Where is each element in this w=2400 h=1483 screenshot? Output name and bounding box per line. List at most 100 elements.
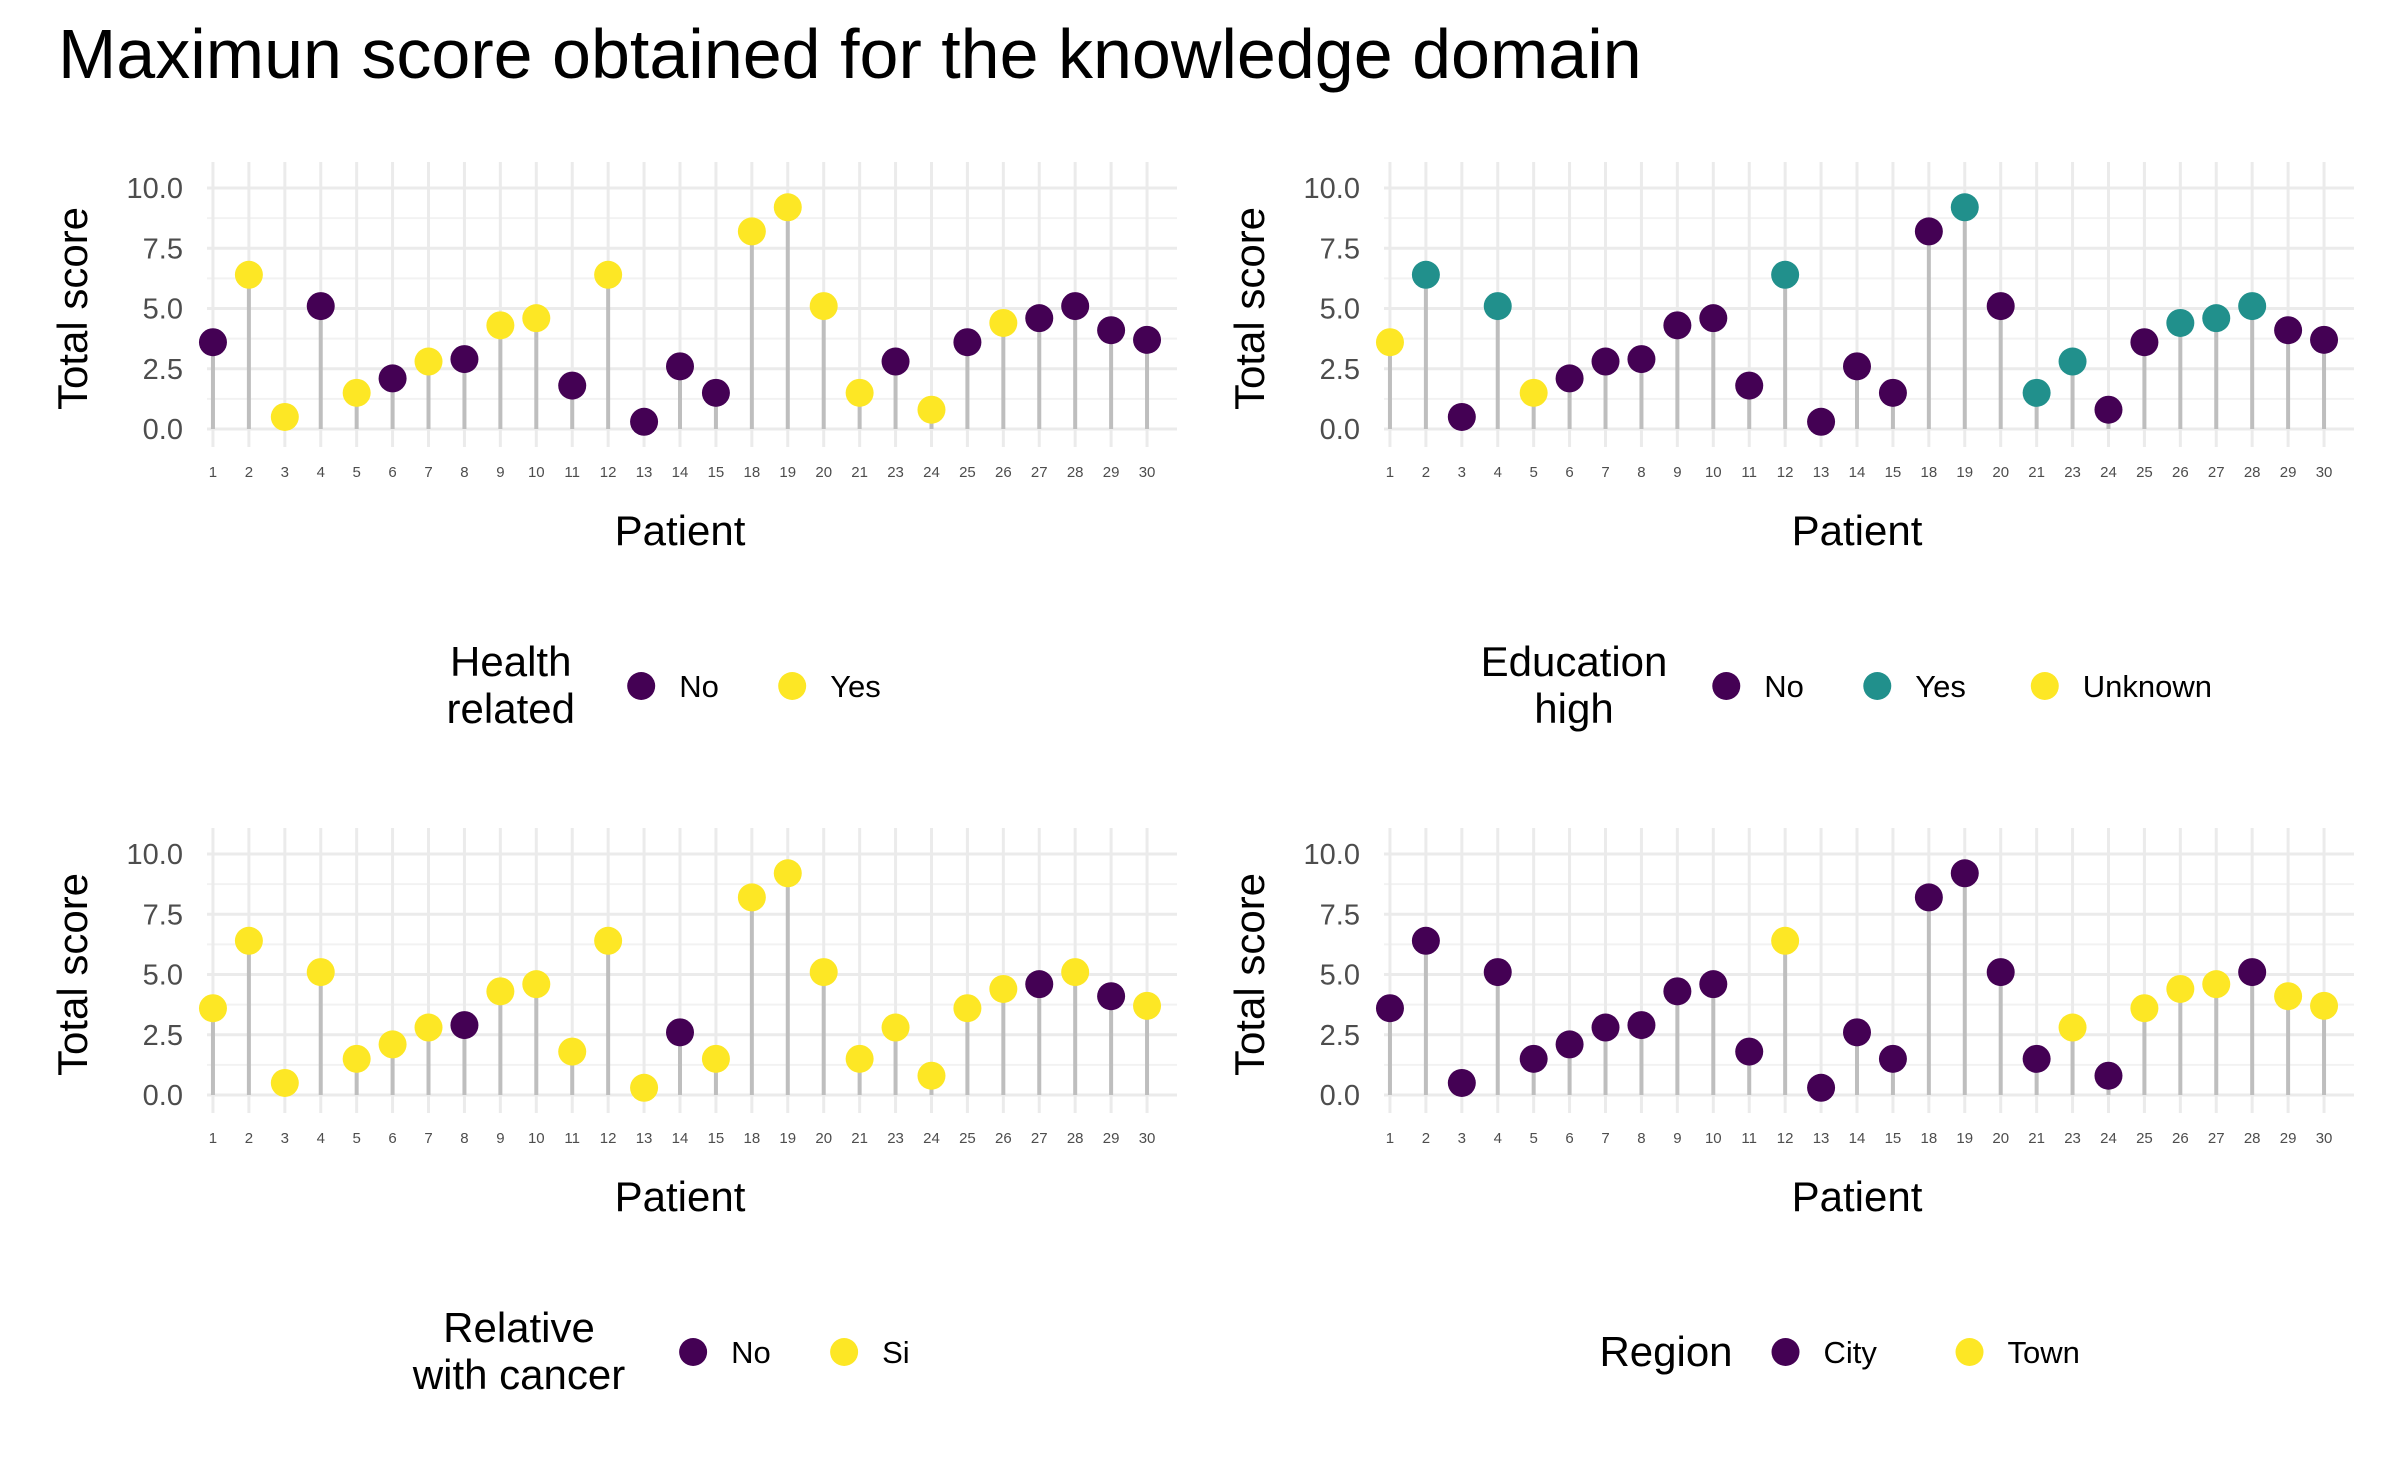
legend-label: Si	[882, 1335, 910, 1370]
x-tick-label: 23	[2064, 1130, 2081, 1147]
legend-key	[778, 672, 807, 700]
lollipop-point	[666, 352, 694, 381]
lollipop-point	[881, 347, 910, 376]
y-axis-title: Total score	[49, 873, 96, 1076]
legend-key	[1863, 672, 1892, 700]
lollipop-point	[1061, 958, 1090, 987]
x-tick-label: 23	[887, 1130, 904, 1147]
x-tick-label: 5	[1529, 1130, 1537, 1147]
x-tick-label: 24	[923, 1130, 940, 1147]
x-tick-label: 28	[1067, 464, 1084, 481]
y-tick-label: 2.5	[143, 354, 183, 386]
x-tick-label: 20	[815, 1130, 832, 1147]
figure-title: Maximun score obtained for the knowledge…	[58, 15, 1642, 93]
x-tick-label: 26	[995, 464, 1012, 481]
lollipop-point	[1735, 1037, 1764, 1066]
legend-title: Region	[1599, 1328, 1732, 1375]
y-axis-title: Total score	[49, 207, 96, 410]
lollipop-point	[306, 292, 335, 321]
lollipop-point	[917, 395, 946, 424]
lollipop-point	[414, 1013, 443, 1042]
x-tick-label: 13	[1813, 1130, 1830, 1147]
lollipop-point	[450, 345, 479, 374]
x-tick-label: 3	[1458, 464, 1466, 481]
lollipop-series	[1375, 859, 2339, 1102]
x-axis: 1 2 3 4 5 6 7 8 9 10 11 12 13 14 15 18 19 20 21 23 24 25 26 27 2…	[1386, 464, 2333, 481]
x-tick-label: 23	[2064, 464, 2081, 481]
y-tick-label: 10.0	[127, 839, 183, 871]
lollipop-point	[486, 977, 515, 1006]
y-tick-label: 7.5	[1320, 899, 1360, 931]
lollipop-point	[486, 311, 515, 340]
lollipop-point	[1555, 1030, 1584, 1059]
x-tick-label: 1	[1386, 1130, 1394, 1147]
x-axis: 1 2 3 4 5 6 7 8 9 10 11 12 13 14 15 18 19 20 21 23 24 25 26 27 2…	[209, 1130, 1156, 1147]
lollipop-point	[773, 859, 802, 888]
y-axis: 0.0 2.5 5.0 7.5 10.0	[1304, 173, 1360, 446]
lollipop-point	[2094, 395, 2123, 424]
lollipop-point	[1025, 304, 1054, 333]
legend-label: Unknown	[2083, 669, 2212, 704]
x-tick-label: 7	[1601, 464, 1609, 481]
lollipop-point	[2130, 328, 2159, 357]
x-tick-label: 9	[1673, 1130, 1681, 1147]
x-tick-label: 11	[1741, 464, 1757, 481]
lollipop-point	[1986, 958, 2015, 987]
x-tick-label: 29	[1103, 1130, 1120, 1147]
lollipop-point	[953, 994, 982, 1023]
x-tick-label: 26	[2172, 1130, 2189, 1147]
x-tick-label: 5	[1529, 464, 1537, 481]
x-tick-label: 7	[424, 1130, 432, 1147]
lollipop-point	[1950, 859, 1979, 888]
lollipop-point	[1447, 402, 1476, 431]
x-tick-label: 12	[600, 464, 617, 481]
lollipop-point	[1591, 347, 1620, 376]
x-tick-label: 2	[245, 464, 253, 481]
x-axis-title: Patient	[615, 1173, 746, 1220]
lollipop-point	[234, 260, 263, 289]
x-tick-label: 5	[352, 464, 360, 481]
legend-key	[2030, 672, 2059, 700]
y-tick-label: 0.0	[1320, 1080, 1360, 1112]
lollipop-point	[701, 1044, 730, 1073]
lollipop-point	[953, 328, 982, 357]
lollipop-point	[989, 308, 1018, 337]
lollipop-point	[1771, 926, 1800, 955]
lollipop-point	[2022, 1044, 2051, 1073]
lollipop-point	[2310, 325, 2339, 354]
lollipop-point	[2058, 1013, 2087, 1042]
lollipop-point	[1699, 304, 1728, 333]
lollipop-point	[306, 958, 335, 987]
lollipop-point	[522, 970, 551, 999]
y-tick-label: 0.0	[143, 1080, 183, 1112]
lollipop-point	[989, 974, 1018, 1003]
x-axis-title: Patient	[1792, 1173, 1923, 1220]
lollipop-point	[522, 304, 551, 333]
lollipop-point	[1878, 378, 1907, 407]
x-tick-label: 28	[2244, 1130, 2261, 1147]
x-tick-label: 30	[1139, 464, 1156, 481]
x-tick-label: 14	[672, 464, 689, 481]
x-tick-label: 15	[1885, 464, 1902, 481]
x-tick-label: 27	[1031, 464, 1048, 481]
lollipop-point	[1411, 260, 1440, 289]
x-tick-label: 10	[1705, 464, 1722, 481]
y-axis: 0.0 2.5 5.0 7.5 10.0	[127, 173, 183, 446]
legend-label: No	[1764, 669, 1804, 704]
x-tick-label: 2	[1422, 1130, 1430, 1147]
lollipop-point	[737, 883, 766, 912]
lollipop-point	[198, 994, 227, 1023]
lollipop-point	[630, 1073, 659, 1102]
x-tick-label: 24	[2100, 1130, 2117, 1147]
x-tick-label: 12	[1777, 464, 1794, 481]
lollipop-point	[1663, 311, 1692, 340]
lollipop-series	[198, 859, 1162, 1102]
lollipop-point	[1097, 982, 1126, 1011]
x-tick-label: 11	[564, 464, 580, 481]
legend-label: Yes	[1915, 669, 1966, 704]
lollipop-point	[809, 292, 838, 321]
lollipop-point	[1986, 292, 2015, 321]
lollipop-point	[234, 926, 263, 955]
